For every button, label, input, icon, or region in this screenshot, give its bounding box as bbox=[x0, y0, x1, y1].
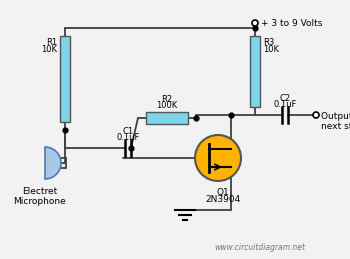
Text: 2N3904: 2N3904 bbox=[205, 195, 241, 204]
Bar bbox=[60, 36, 70, 122]
Circle shape bbox=[195, 135, 241, 181]
Circle shape bbox=[313, 112, 319, 118]
Text: 10K: 10K bbox=[41, 45, 57, 54]
Text: 0.1uF: 0.1uF bbox=[273, 100, 297, 109]
Text: C1: C1 bbox=[122, 127, 134, 136]
Text: 0.1uF: 0.1uF bbox=[116, 133, 140, 142]
Text: Q1: Q1 bbox=[217, 188, 229, 197]
Text: R3: R3 bbox=[263, 38, 274, 47]
Text: 10K: 10K bbox=[263, 45, 279, 54]
Text: Electret
Microphone: Electret Microphone bbox=[14, 187, 66, 206]
Text: + 3 to 9 Volts: + 3 to 9 Volts bbox=[261, 18, 322, 27]
Bar bbox=[250, 36, 260, 107]
Text: www.circuitdiagram.net: www.circuitdiagram.net bbox=[215, 243, 306, 252]
Polygon shape bbox=[45, 147, 61, 179]
Text: Output to
next stage.: Output to next stage. bbox=[321, 112, 350, 131]
Bar bbox=[146, 112, 188, 124]
Text: R2: R2 bbox=[161, 95, 173, 104]
Text: 100K: 100K bbox=[156, 101, 177, 110]
Text: R1: R1 bbox=[46, 38, 57, 47]
Text: C2: C2 bbox=[279, 94, 290, 103]
Circle shape bbox=[252, 20, 258, 26]
